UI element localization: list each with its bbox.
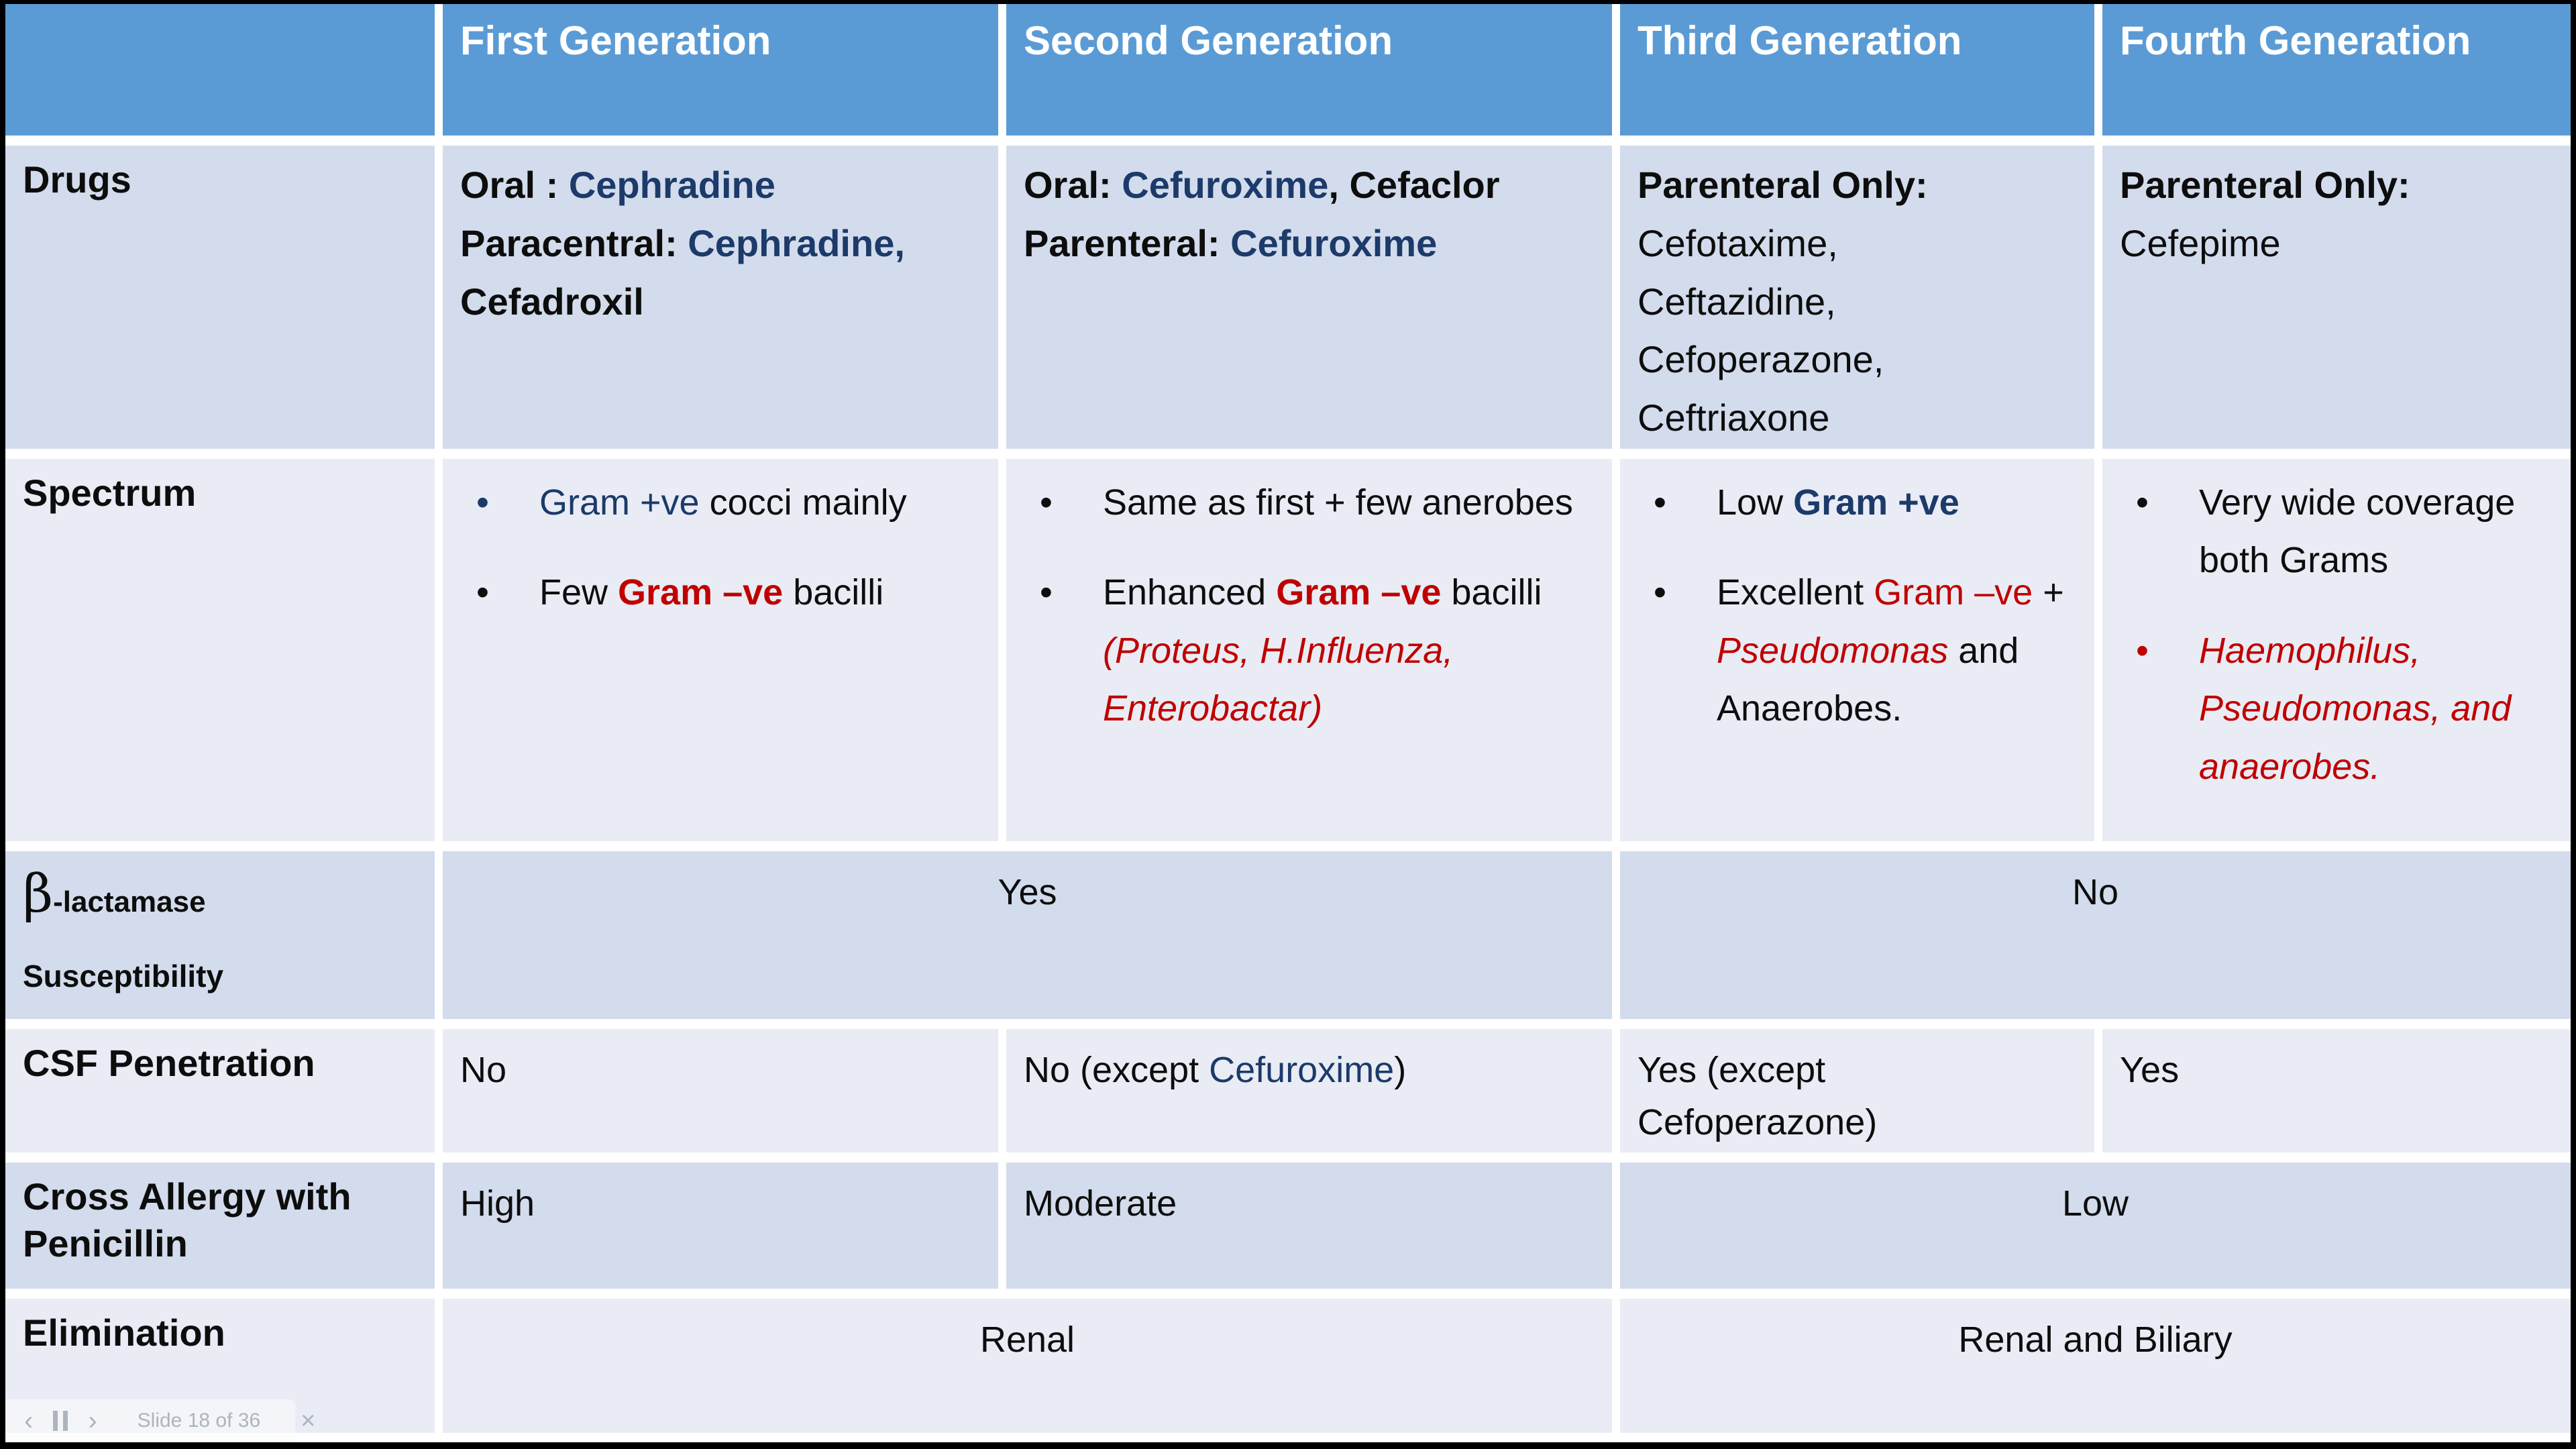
- spectrum-gen1-cell: • Gram +ve cocci mainly • Few Gram –ve baci…: [443, 459, 998, 841]
- bullet-text: Excellent Gram –ve + Pseudomonas and Ana…: [1717, 572, 2064, 729]
- header-corner-cell: [5, 4, 435, 136]
- previous-slide-button[interactable]: ‹: [24, 1407, 33, 1434]
- bullet-marker: •: [2136, 630, 2149, 671]
- csf-gen3-text: Yes (except Cefoperazone): [1638, 1050, 1878, 1143]
- pause-icon: [63, 1411, 68, 1431]
- susceptibility-text: Susceptibility: [23, 958, 224, 994]
- drugs-gen3-cell: Parenteral Only: Cefotaxime, Ceftazidine…: [1620, 146, 2094, 449]
- cross-allergy-gen2-cell: Moderate: [1006, 1163, 1612, 1289]
- drugs-gen2-cell: Oral: Cefuroxime, Cefaclor Parenteral: C…: [1006, 146, 1612, 449]
- row-label-csf-penetration: CSF Penetration: [5, 1029, 435, 1152]
- bullet-item: • Low Gram +ve: [1644, 474, 2077, 531]
- chevron-left-icon: ‹: [24, 1406, 34, 1436]
- pause-button[interactable]: [53, 1411, 68, 1431]
- elimination-first-second-cell: Renal: [443, 1299, 1612, 1433]
- bullet-text: Gram +ve cocci mainly: [539, 482, 907, 523]
- bullet-item: • Few Gram –ve bacilli: [467, 564, 981, 621]
- drugs-gen1-cell: Oral : Cephradine Paracentral: Cephradin…: [443, 146, 998, 449]
- bullet-marker: •: [1040, 482, 1053, 523]
- beta-third-fourth-cell: No: [1620, 851, 2571, 1019]
- next-slide-button[interactable]: ›: [88, 1407, 97, 1434]
- header-fourth-generation: Fourth Generation: [2102, 4, 2571, 136]
- spectrum-gen3-cell: • Low Gram +ve • Excellent Gram –ve + Pseud…: [1620, 459, 2094, 841]
- bullet-marker: •: [1654, 482, 1666, 523]
- beta-first-second-cell: Yes: [443, 851, 1612, 1019]
- csf-gen2-cell: No (except Cefuroxime): [1006, 1029, 1612, 1152]
- header-third-generation: Third Generation: [1620, 4, 2094, 136]
- bullet-item: • Haemophilus, Pseudomonas, and anaerobes…: [2127, 622, 2553, 796]
- drugs-gen4-cell: Parenteral Only: Cefepime: [2102, 146, 2571, 449]
- slideshow-toolbar: ‹ › Slide 18 of 36 ×: [5, 1399, 315, 1442]
- bullet-text: Few Gram –ve bacilli: [539, 572, 884, 613]
- bullet-item: • Same as first + few anerobes: [1030, 474, 1595, 531]
- bullet-item: • Very wide coverage both Grams: [2127, 474, 2553, 590]
- close-icon: ×: [301, 1407, 316, 1435]
- slide-counter: Slide 18 of 36: [137, 1409, 261, 1432]
- bullet-item: • Excellent Gram –ve + Pseudomonas and An…: [1644, 564, 2077, 737]
- spectrum-gen4-cell: • Very wide coverage both Grams • Haemophil…: [2102, 459, 2571, 841]
- csf-gen4-cell: Yes: [2102, 1029, 2571, 1152]
- close-button[interactable]: ×: [301, 1408, 315, 1434]
- csf-gen1-cell: No: [443, 1029, 998, 1152]
- bullet-text: Very wide coverage both Grams: [2199, 482, 2516, 581]
- beta-symbol: β: [23, 864, 54, 924]
- cephalosporin-comparison-table: First Generation Second Generation Third…: [5, 4, 2571, 1433]
- bullet-marker: •: [1040, 572, 1053, 613]
- bullet-marker: •: [476, 572, 489, 613]
- bullet-item: • Gram +ve cocci mainly: [467, 474, 981, 531]
- row-label-drugs: Drugs: [5, 146, 435, 449]
- row-label-cross-allergy: Cross Allergy with Penicillin: [5, 1163, 435, 1289]
- csf-gen3-cell: Yes (except Cefoperazone): [1620, 1029, 2094, 1152]
- row-label-beta-lactamase-susceptibility: β-lactamase Susceptibility: [5, 851, 435, 1019]
- beta-lactamase-text: -lactamase: [53, 885, 206, 918]
- bullet-marker: •: [2136, 482, 2149, 523]
- elimination-third-fourth-cell: Renal and Biliary: [1620, 1299, 2571, 1433]
- spectrum-gen2-cell: • Same as first + few anerobes • Enhanced G…: [1006, 459, 1612, 841]
- presentation-slide: First Generation Second Generation Third…: [5, 4, 2571, 1442]
- row-label-spectrum: Spectrum: [5, 459, 435, 841]
- bullet-marker: •: [476, 482, 489, 523]
- bullet-text: Haemophilus, Pseudomonas, and anaerobes.: [2199, 630, 2512, 787]
- bullet-text: Same as first + few anerobes: [1103, 482, 1573, 523]
- beta-lactamase-line: β-lactamase: [23, 862, 417, 928]
- header-second-generation: Second Generation: [1006, 4, 1612, 136]
- bullet-item: • Enhanced Gram –ve bacilli (Proteus, H.I…: [1030, 564, 1595, 737]
- chevron-right-icon: ›: [88, 1406, 97, 1436]
- bullet-text: Enhanced Gram –ve bacilli (Proteus, H.In…: [1103, 572, 1542, 729]
- pause-icon: [53, 1411, 58, 1431]
- header-first-generation: First Generation: [443, 4, 998, 136]
- bullet-marker: •: [1654, 572, 1666, 613]
- bullet-text: Low Gram +ve: [1717, 482, 1960, 523]
- cross-allergy-gen1-cell: High: [443, 1163, 998, 1289]
- cross-allergy-third-fourth-cell: Low: [1620, 1163, 2571, 1289]
